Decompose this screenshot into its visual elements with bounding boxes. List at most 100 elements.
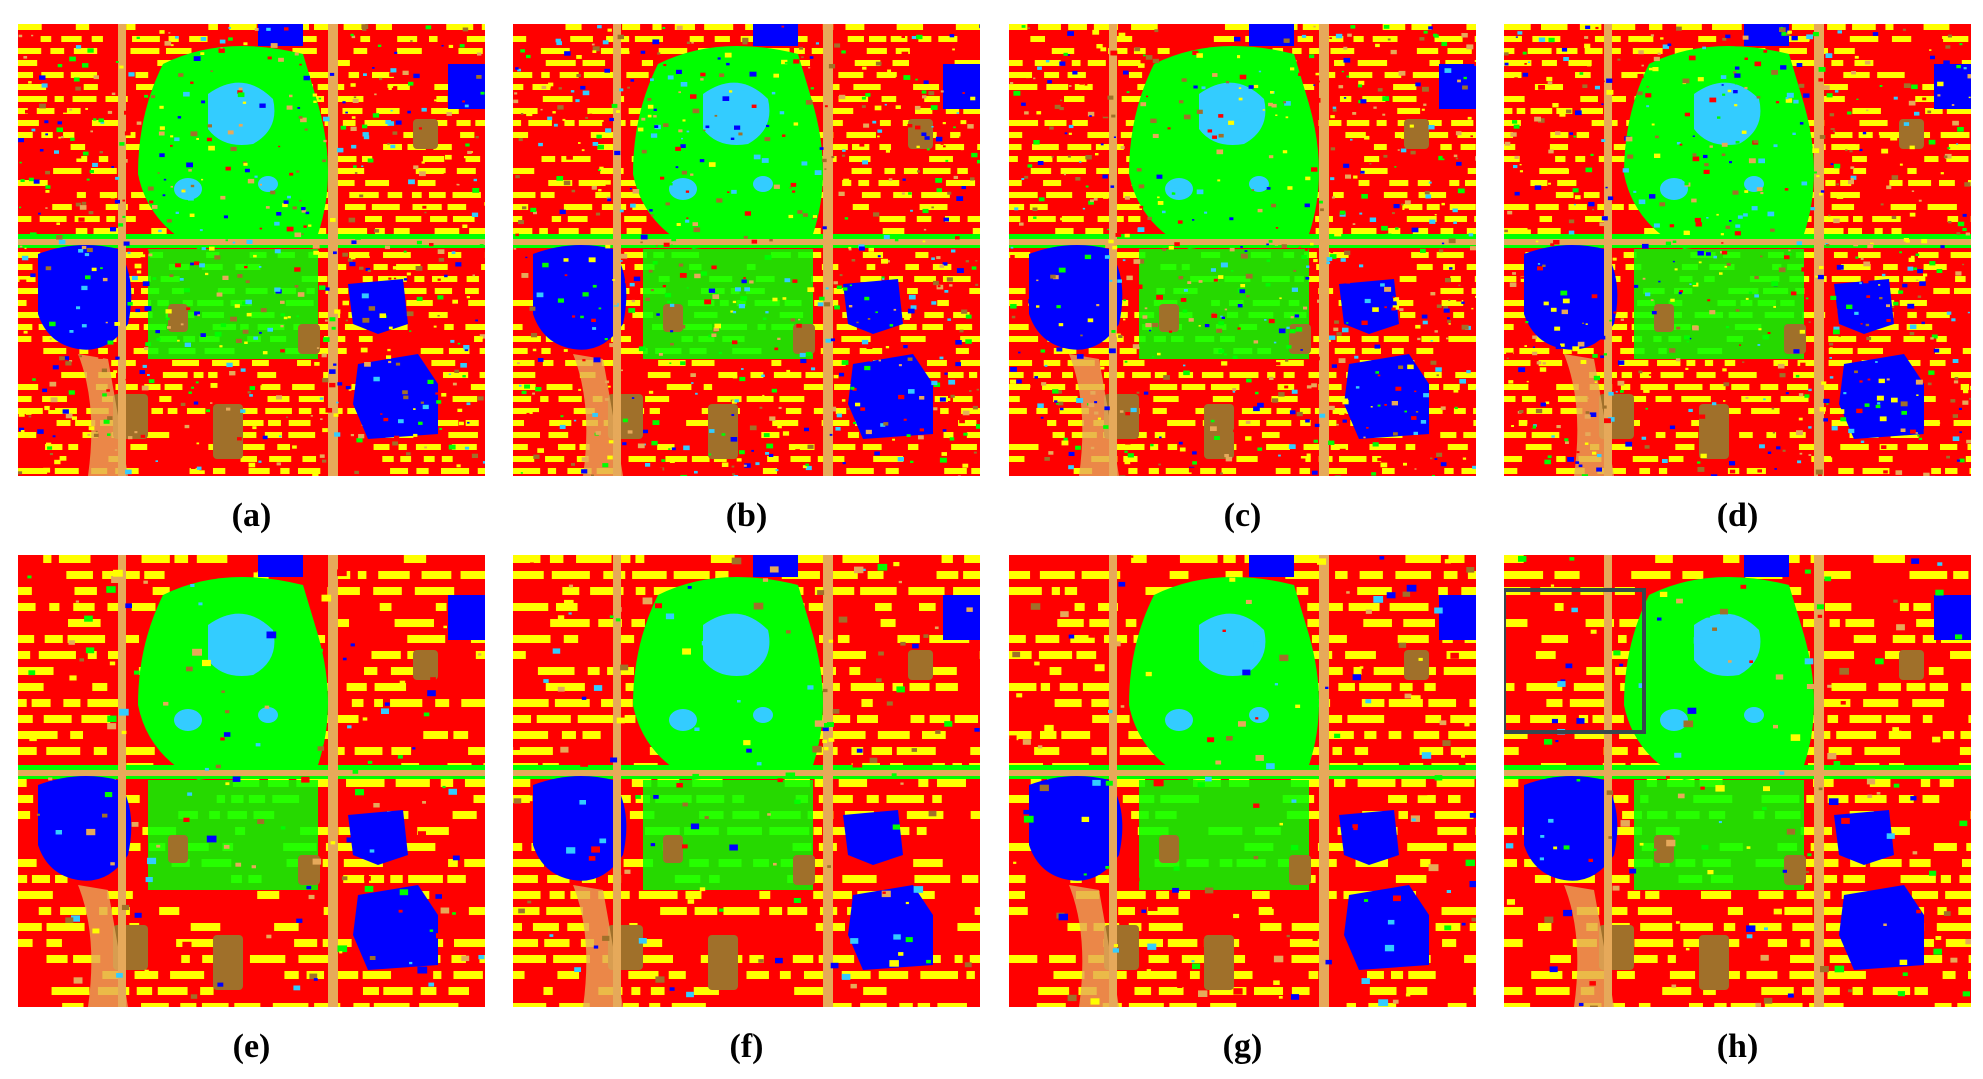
bareland-patch [365, 180, 390, 186]
class-speckle [970, 177, 975, 181]
class-speckle [1296, 411, 1303, 417]
class-speckle [267, 327, 273, 332]
class-speckle [75, 154, 82, 159]
class-speckle [113, 370, 118, 373]
industrial-area [533, 245, 627, 350]
class-speckle [1965, 232, 1970, 236]
bareland-patch [945, 180, 976, 186]
class-speckle [552, 111, 556, 114]
class-speckle [1245, 273, 1253, 279]
class-speckle [351, 144, 357, 149]
class-speckle [525, 256, 528, 259]
class-speckle [1434, 458, 1438, 460]
bareland-patch [451, 444, 477, 450]
class-speckle [219, 39, 226, 44]
bareland-patch [1009, 120, 1039, 126]
class-speckle [142, 281, 150, 286]
class-speckle [959, 136, 962, 138]
class-speckle [713, 292, 718, 296]
class-speckle [61, 136, 64, 139]
class-speckle [1088, 218, 1094, 223]
class-speckle [182, 941, 192, 949]
bareland-patch [1449, 204, 1476, 210]
class-speckle [1729, 461, 1736, 466]
class-speckle [1057, 390, 1062, 394]
class-speckle [1721, 250, 1728, 255]
class-speckle [1561, 309, 1568, 315]
bareland-patch [886, 795, 924, 803]
class-speckle [52, 435, 56, 438]
bareland-patch [759, 891, 771, 899]
bareland-patch [1056, 156, 1087, 162]
bareland-patch [1579, 24, 1602, 30]
class-speckle [1797, 460, 1802, 464]
class-speckle [1448, 299, 1451, 301]
bareland-patch [1675, 444, 1695, 450]
class-speckle [1094, 401, 1098, 404]
bareland-patch [846, 468, 874, 474]
class-speckle [200, 37, 207, 41]
class-speckle [731, 400, 737, 404]
class-speckle [918, 435, 924, 440]
bareland-patch [238, 432, 257, 438]
bareland-patch [1212, 396, 1234, 402]
class-speckle [200, 762, 210, 770]
class-speckle [269, 74, 276, 80]
bareland-patch [1869, 336, 1891, 342]
class-speckle [1816, 422, 1820, 425]
class-speckle [242, 329, 249, 334]
bareland-patch [889, 276, 903, 282]
class-speckle [952, 48, 955, 51]
bareland-patch [635, 587, 646, 595]
bareland-patch [772, 420, 799, 426]
bareland-patch [133, 348, 159, 354]
class-speckle [296, 996, 305, 1002]
bareland-patch [1649, 24, 1663, 30]
class-speckle [21, 255, 29, 261]
class-speckle [683, 445, 690, 451]
bareland-patch [1828, 336, 1857, 342]
class-speckle [547, 220, 551, 223]
class-speckle [111, 92, 116, 95]
class-speckle [792, 279, 798, 283]
class-speckle [1548, 182, 1551, 185]
class-speckle [107, 723, 117, 730]
bareland-patch [549, 555, 564, 563]
class-speckle [351, 240, 357, 244]
road [78, 354, 128, 476]
class-speckle [1720, 251, 1724, 254]
bareland-patch [411, 192, 422, 198]
road [78, 885, 128, 1007]
class-speckle [838, 191, 845, 196]
class-speckle [1225, 456, 1233, 462]
class-speckle [322, 428, 328, 433]
bareland-patch [700, 955, 711, 963]
class-speckle [960, 120, 967, 125]
bareland-patch [1827, 24, 1846, 30]
class-speckle [351, 116, 356, 119]
bareland-patch [336, 348, 347, 354]
class-speckle [300, 117, 307, 123]
class-speckle [24, 247, 27, 250]
class-speckle [773, 73, 779, 78]
class-speckle [1038, 197, 1045, 202]
class-speckle [427, 379, 434, 384]
bareland-patch [908, 587, 945, 595]
bareland-patch [1411, 24, 1432, 30]
class-speckle [585, 206, 589, 209]
class-speckle [81, 940, 87, 945]
bareland-patch [421, 571, 452, 579]
class-speckle [1606, 78, 1613, 83]
class-speckle [1375, 371, 1379, 374]
class-speckle [1100, 47, 1107, 52]
class-speckle [701, 271, 708, 276]
bareland-patch [513, 555, 541, 563]
class-speckle [762, 394, 765, 397]
bareland-patch [1504, 48, 1515, 54]
class-speckle [1430, 360, 1437, 365]
class-speckle [861, 96, 866, 100]
class-speckle [834, 43, 841, 48]
class-speckle [292, 206, 297, 210]
class-speckle [1056, 403, 1059, 405]
class-speckle [1289, 398, 1294, 401]
